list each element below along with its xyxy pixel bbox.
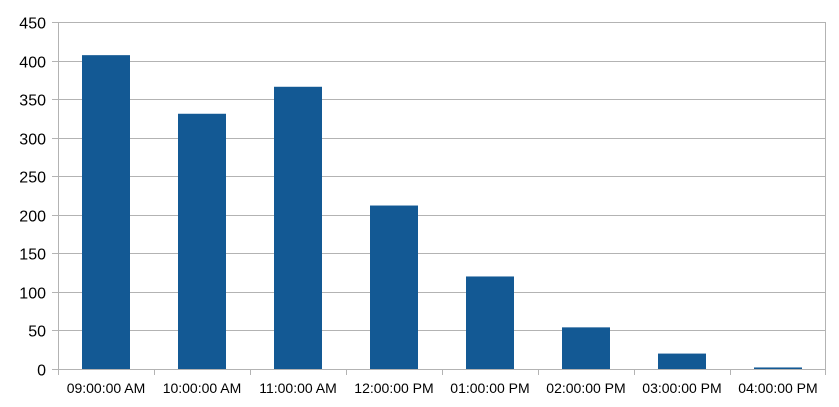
y-tick-label: 250 [19, 170, 46, 187]
y-tick-label: 150 [19, 247, 46, 264]
y-tick-label: 450 [19, 16, 46, 33]
bar-12-00-00-pm [370, 205, 418, 369]
y-tick-label: 200 [19, 209, 46, 226]
x-tick-label: 10:00:00 AM [163, 380, 242, 396]
x-tick-labels: 09:00:00 AM 10:00:00 AM 11:00:00 AM 12:00:0… [67, 380, 818, 396]
bar-03-00-00-pm [658, 353, 706, 369]
x-tick-label: 09:00:00 AM [67, 380, 146, 396]
x-tick-label: 02:00:00 PM [546, 380, 625, 396]
bar-04-00-00-pm [754, 367, 802, 369]
x-tick-label: 12:00:00 PM [354, 380, 433, 396]
y-tick-label: 50 [28, 324, 46, 341]
x-tick-label: 01:00:00 PM [450, 380, 529, 396]
y-tick-label: 350 [19, 93, 46, 110]
gridlines [58, 22, 826, 370]
y-tick-label: 300 [19, 132, 46, 149]
bar-01-00-00-pm [466, 276, 514, 369]
bars [82, 55, 802, 370]
y-tick-label: 100 [19, 286, 46, 303]
bar-10-00-00-am [178, 113, 226, 369]
bar-11-00-00-am [274, 86, 322, 370]
bar-09-00-00-am [82, 55, 130, 369]
y-tick-label: 0 [37, 363, 46, 380]
x-tick-label: 04:00:00 PM [738, 380, 817, 396]
bar-02-00-00-pm [562, 327, 610, 369]
x-tick-label: 11:00:00 AM [259, 380, 337, 396]
axes [52, 22, 826, 375]
y-tick-labels: 0 50 100 150 200 250 300 350 400 450 [19, 16, 46, 380]
x-tick-label: 03:00:00 PM [642, 380, 721, 396]
y-tick-label: 400 [19, 55, 46, 72]
